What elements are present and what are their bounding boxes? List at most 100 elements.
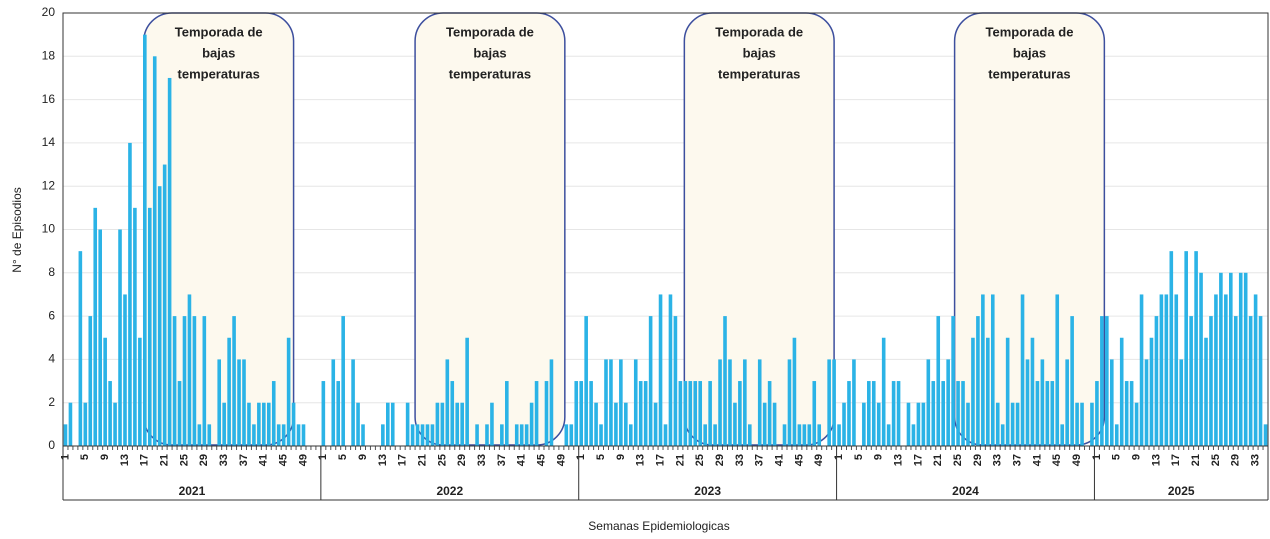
bar [792, 337, 797, 446]
bar [990, 294, 995, 446]
annotation-text: bajas [1013, 45, 1046, 60]
bar [88, 316, 93, 446]
x-tick-label: 33 [476, 454, 488, 466]
x-tick-label: 1 [1091, 454, 1103, 460]
x-tick-label: 13 [635, 454, 647, 466]
x-tick-label: 45 [278, 454, 290, 466]
bar [643, 381, 648, 446]
x-tick-label: 17 [654, 454, 666, 466]
x-tick-label: 9 [873, 454, 885, 460]
bar [1258, 316, 1263, 446]
x-tick-label: 17 [397, 454, 409, 466]
bar [485, 424, 489, 446]
x-tick-label: 9 [99, 454, 111, 460]
y-tick-label: 14 [42, 135, 56, 149]
bar [1219, 272, 1223, 446]
bar [1164, 294, 1169, 446]
x-tick-label: 33 [218, 454, 230, 466]
x-tick-label: 29 [972, 454, 984, 466]
bar [118, 229, 122, 446]
bar [252, 424, 256, 446]
bar [83, 402, 88, 446]
bar [529, 402, 534, 446]
x-tick-label: 49 [297, 454, 309, 466]
bar [63, 424, 68, 446]
bar [787, 359, 792, 446]
bar [951, 316, 955, 446]
bar [147, 207, 152, 446]
x-tick-label: 13 [377, 454, 389, 466]
bar [633, 359, 638, 446]
annotation-text: Temporada de [986, 24, 1074, 39]
bar [708, 381, 712, 446]
x-tick-label: 9 [1130, 454, 1142, 460]
bar [78, 251, 83, 446]
bar [584, 316, 588, 446]
bar [242, 359, 246, 446]
bar [683, 381, 688, 446]
bar [688, 381, 693, 446]
x-tick-label: 41 [516, 454, 528, 466]
bar [931, 381, 936, 446]
y-tick-label: 20 [42, 5, 56, 19]
y-tick-label: 16 [42, 92, 56, 106]
y-tick-label: 12 [42, 178, 56, 192]
bar [1209, 316, 1213, 446]
bar [673, 316, 678, 446]
y-axis-label: N° de Episodios [10, 187, 24, 273]
bar [772, 402, 777, 446]
bar [624, 402, 628, 446]
bar [832, 359, 836, 446]
bar [1109, 359, 1114, 446]
x-tick-label: 29 [198, 454, 210, 466]
x-tick-label: 45 [1051, 454, 1063, 466]
bar [678, 381, 683, 446]
bar [1070, 316, 1074, 446]
x-tick-label: 29 [1230, 454, 1242, 466]
bar [852, 359, 856, 446]
bar [1065, 359, 1069, 446]
bar [802, 424, 807, 446]
x-tick-label: 21 [932, 454, 944, 466]
bar [425, 424, 430, 446]
x-tick-label: 17 [139, 454, 151, 466]
annotation-text: Temporada de [446, 24, 534, 39]
x-tick-label: 33 [992, 454, 1004, 466]
bar [1129, 381, 1134, 446]
bar [435, 402, 440, 446]
bar [500, 424, 504, 446]
bar [986, 337, 990, 446]
bar [390, 402, 395, 446]
bar [103, 337, 107, 446]
bar [862, 402, 866, 446]
bar [881, 337, 886, 446]
bar [93, 207, 98, 446]
bar [1189, 316, 1193, 446]
bar [276, 424, 281, 446]
group-label: 2021 [179, 484, 206, 498]
x-tick-label: 25 [436, 454, 448, 466]
bar [152, 56, 157, 447]
bar [286, 337, 291, 446]
bar [167, 77, 172, 446]
bar [1243, 272, 1248, 446]
annotation-text: bajas [743, 45, 776, 60]
bar [738, 381, 742, 446]
bar [871, 381, 876, 446]
bar [956, 381, 960, 446]
bar [281, 424, 286, 446]
bar [514, 424, 519, 446]
bar [807, 424, 812, 446]
bar [748, 424, 752, 446]
annotation-text: temperaturas [449, 66, 531, 81]
bar [162, 164, 167, 447]
x-tick-label: 37 [754, 454, 766, 466]
bar [663, 424, 668, 446]
bar [1238, 272, 1243, 446]
bar [946, 359, 950, 446]
x-tick-label: 37 [496, 454, 508, 466]
x-axis-label: Semanas Epidemiologicas [588, 519, 729, 533]
bar [966, 402, 970, 446]
bar [896, 381, 901, 446]
bar [569, 424, 574, 446]
